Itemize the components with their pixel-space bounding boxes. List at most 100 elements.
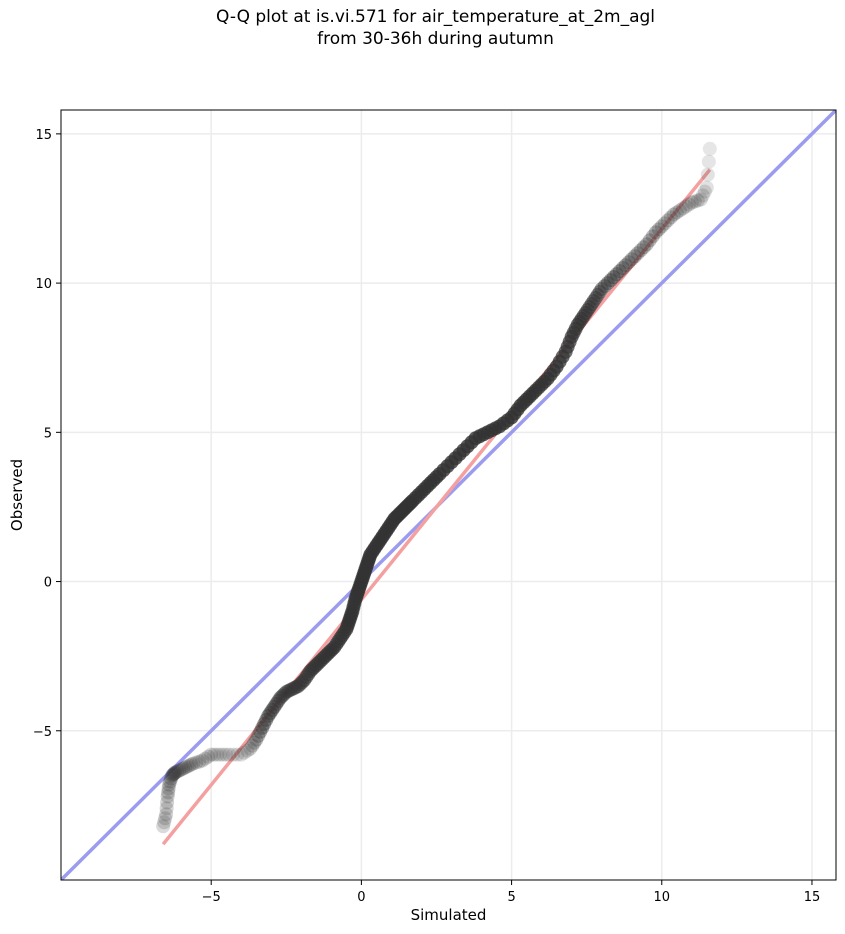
qq-point [178, 760, 193, 775]
chart-title: Q-Q plot at is.vi.571 for air_temperatur… [0, 6, 845, 50]
qq-point [678, 199, 693, 214]
qq-point [273, 690, 288, 705]
qq-point [663, 210, 678, 225]
plot-frame [60, 109, 837, 881]
qq-point [592, 285, 607, 300]
qq-point [172, 763, 187, 778]
qq-point [162, 777, 177, 792]
qq-point [630, 246, 645, 261]
qq-point [275, 688, 290, 703]
qq-point [207, 747, 222, 762]
qq-point [160, 789, 175, 804]
y-tick-label: 5 [44, 426, 52, 441]
qq-point [204, 747, 219, 762]
qq-point [695, 188, 710, 203]
qq-point [192, 754, 207, 769]
qq-point [168, 765, 183, 780]
qq-point [693, 192, 708, 207]
qq-point [160, 795, 175, 810]
qq-point [277, 686, 292, 701]
y-tick-label: 10 [35, 277, 52, 292]
qq-point [588, 291, 603, 306]
qq-point [167, 766, 182, 781]
qq-point [163, 774, 178, 789]
qq-point [158, 811, 173, 826]
qq-point [651, 222, 666, 237]
x-axis-label: Simulated [411, 906, 487, 924]
qq-point [657, 216, 672, 231]
qq-point [186, 756, 201, 771]
x-tick-label: −5 [202, 890, 221, 905]
y-tick-label: 0 [44, 576, 52, 591]
qq-point [684, 195, 699, 210]
qq-point [176, 761, 191, 776]
qq-point [189, 755, 204, 770]
qq-point [642, 233, 657, 248]
qq-point [182, 758, 197, 773]
qq-point [156, 819, 171, 834]
qq-point [636, 240, 651, 255]
qq-point [648, 225, 663, 240]
chart-title-line-2: from 30-36h during autumn [317, 29, 554, 49]
qq-point [174, 762, 189, 777]
qq-point [603, 273, 618, 288]
qq-point [245, 738, 260, 753]
qq-point [690, 193, 705, 208]
qq-point [697, 184, 712, 199]
qq-point [159, 801, 174, 816]
qq-point [251, 728, 266, 743]
qq-point [210, 747, 225, 762]
qq-point [184, 757, 199, 772]
qq-point [164, 771, 179, 786]
qq-point [198, 751, 213, 766]
qq-point [699, 180, 714, 195]
qq-point [195, 753, 210, 768]
qq-point [615, 261, 630, 276]
qq-point [654, 219, 669, 234]
qq-point [170, 764, 185, 779]
y-axis-label: Observed [8, 459, 26, 531]
qq-point [166, 767, 181, 782]
qq-point [672, 203, 687, 218]
qq-point [157, 815, 172, 830]
qq-point [702, 141, 717, 156]
qq-point [624, 252, 639, 267]
qq-point [609, 267, 624, 282]
qq-point [249, 732, 264, 747]
qq-point [240, 743, 255, 758]
qq-point [219, 747, 234, 762]
axis-ticks: −5 0 5 10 15 −5 0 5 10 15 [33, 128, 820, 905]
grid [61, 110, 836, 880]
qq-point [255, 720, 270, 735]
qq-point [597, 279, 612, 294]
reference-lines [61, 110, 836, 880]
qq-point [165, 768, 180, 783]
qq-point [621, 255, 636, 270]
x-tick-label: 15 [804, 890, 821, 905]
qq-point [230, 747, 245, 762]
qq-point [618, 258, 633, 273]
qq-point [687, 194, 702, 209]
qq-point [594, 282, 609, 297]
qq-point [222, 747, 237, 762]
qq-point [201, 749, 216, 764]
qq-point [180, 759, 195, 774]
qq-point [161, 785, 176, 800]
qq-point [681, 197, 696, 212]
y-tick-label: 15 [35, 128, 52, 143]
qq-point [675, 201, 690, 216]
qq-point [253, 724, 268, 739]
qq-point [216, 747, 231, 762]
qq-points [156, 141, 717, 834]
x-tick-label: 0 [357, 890, 365, 905]
x-tick-label: 5 [507, 890, 515, 905]
qq-point [700, 167, 715, 182]
fit-line [161, 168, 712, 846]
qq-point [639, 237, 654, 252]
qq-point [226, 747, 241, 762]
qq-point [660, 213, 675, 228]
qq-point [161, 781, 176, 796]
qq-point [666, 207, 681, 222]
qq-point [243, 741, 258, 756]
